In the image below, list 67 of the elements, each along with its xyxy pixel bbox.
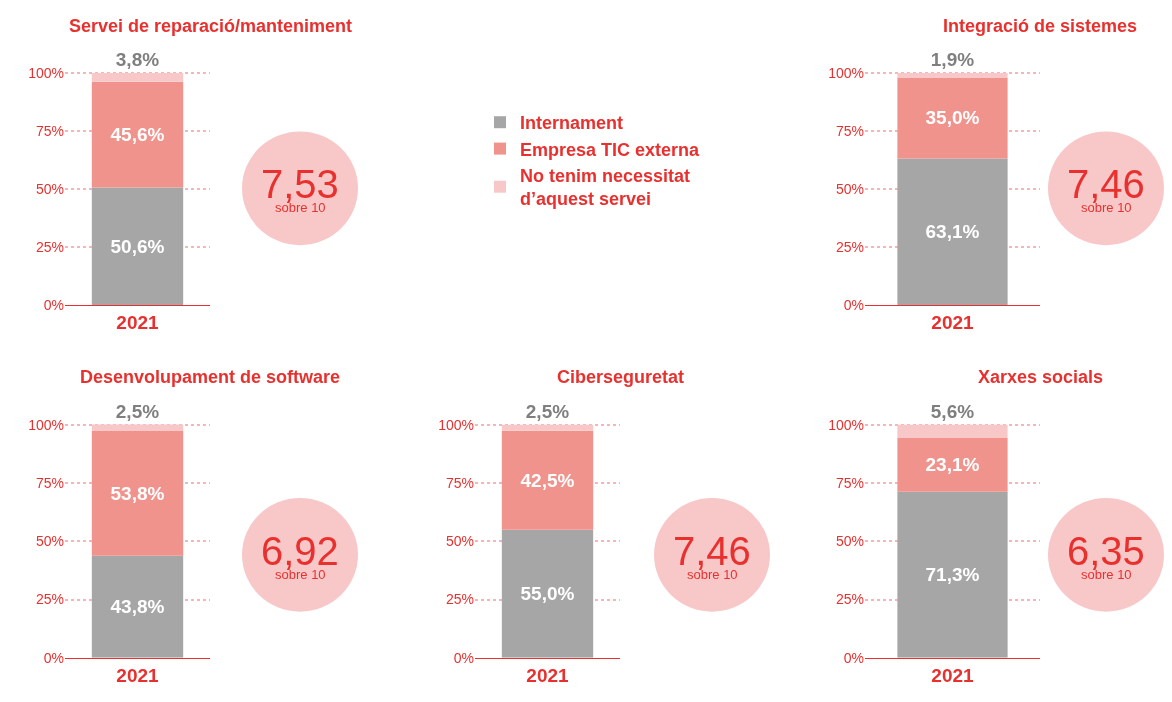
bar: [897, 424, 1008, 438]
x-tick-label: 2021: [526, 664, 570, 686]
chart-title: Xarxes socials: [978, 367, 1104, 387]
bar: [91, 81, 184, 188]
bar: [91, 73, 184, 82]
chart-title: Integració de sistemes: [943, 16, 1138, 36]
data-label: 45,6%: [110, 124, 165, 146]
y-tick-label: 100%: [28, 64, 64, 81]
data-label: 71,3%: [925, 564, 980, 586]
chart-title: Servei de reparació/manteniment: [69, 16, 353, 36]
data-label: 35,0%: [925, 107, 980, 129]
bar: [501, 424, 594, 431]
data-label: 50,6%: [110, 235, 165, 257]
x-tick-label: 2021: [931, 664, 975, 686]
y-tick-label: 25%: [835, 591, 864, 608]
chart-title: Desenvolupament de software: [80, 367, 341, 387]
data-label: 2,5%: [115, 400, 160, 422]
y-tick-label: 0%: [43, 296, 64, 313]
bar: [897, 491, 1008, 658]
y-tick-label: 50%: [445, 533, 474, 550]
data-label: 3,8%: [115, 49, 160, 70]
y-tick-label: 25%: [835, 238, 864, 255]
bar: [897, 77, 1008, 159]
y-tick-label: 0%: [843, 296, 864, 313]
y-tick-label: 100%: [28, 416, 64, 433]
chart-title: Ciberseguretat: [557, 367, 685, 387]
bar: [91, 555, 184, 658]
x-tick-label: 2021: [116, 311, 160, 333]
y-tick-label: 0%: [43, 649, 64, 666]
y-tick-label: 0%: [453, 649, 474, 666]
y-tick-label: 100%: [828, 416, 864, 433]
bar: [91, 187, 184, 305]
y-tick-label: 75%: [35, 122, 64, 139]
bar: [91, 430, 184, 556]
legend-label: Internament: [520, 113, 624, 134]
bar: [897, 437, 1008, 492]
data-label: 5,6%: [930, 400, 975, 422]
data-label: 55,0%: [520, 583, 575, 605]
y-tick-label: 75%: [35, 474, 64, 491]
bar: [897, 158, 1008, 305]
y-tick-label: 25%: [445, 591, 474, 608]
y-tick-label: 0%: [843, 649, 864, 666]
y-tick-label: 50%: [35, 533, 64, 550]
data-label: 23,1%: [925, 454, 980, 476]
y-tick-label: 100%: [438, 416, 474, 433]
data-label: 1,9%: [930, 49, 975, 70]
y-tick-label: 75%: [835, 122, 864, 139]
y-tick-label: 50%: [835, 533, 864, 550]
y-tick-label: 100%: [828, 64, 864, 81]
y-tick-label: 25%: [35, 238, 64, 255]
legend-label: No tenim necessitat d’aquest servei: [520, 166, 691, 210]
y-tick-label: 75%: [445, 474, 474, 491]
data-label: 63,1%: [925, 221, 980, 243]
bar: [501, 430, 594, 530]
y-tick-label: 75%: [835, 474, 864, 491]
y-tick-label: 25%: [35, 591, 64, 608]
x-tick-label: 2021: [931, 311, 975, 333]
data-label: 53,8%: [110, 482, 165, 504]
x-tick-label: 2021: [116, 664, 160, 686]
data-label: 43,8%: [110, 596, 165, 618]
y-tick-label: 50%: [35, 180, 64, 197]
bar: [501, 529, 594, 658]
y-tick-label: 50%: [835, 180, 864, 197]
data-label: 2,5%: [525, 400, 570, 422]
data-label: 42,5%: [520, 469, 575, 491]
bar: [897, 73, 1008, 78]
legend-label: Empresa TIC externa: [520, 139, 701, 160]
